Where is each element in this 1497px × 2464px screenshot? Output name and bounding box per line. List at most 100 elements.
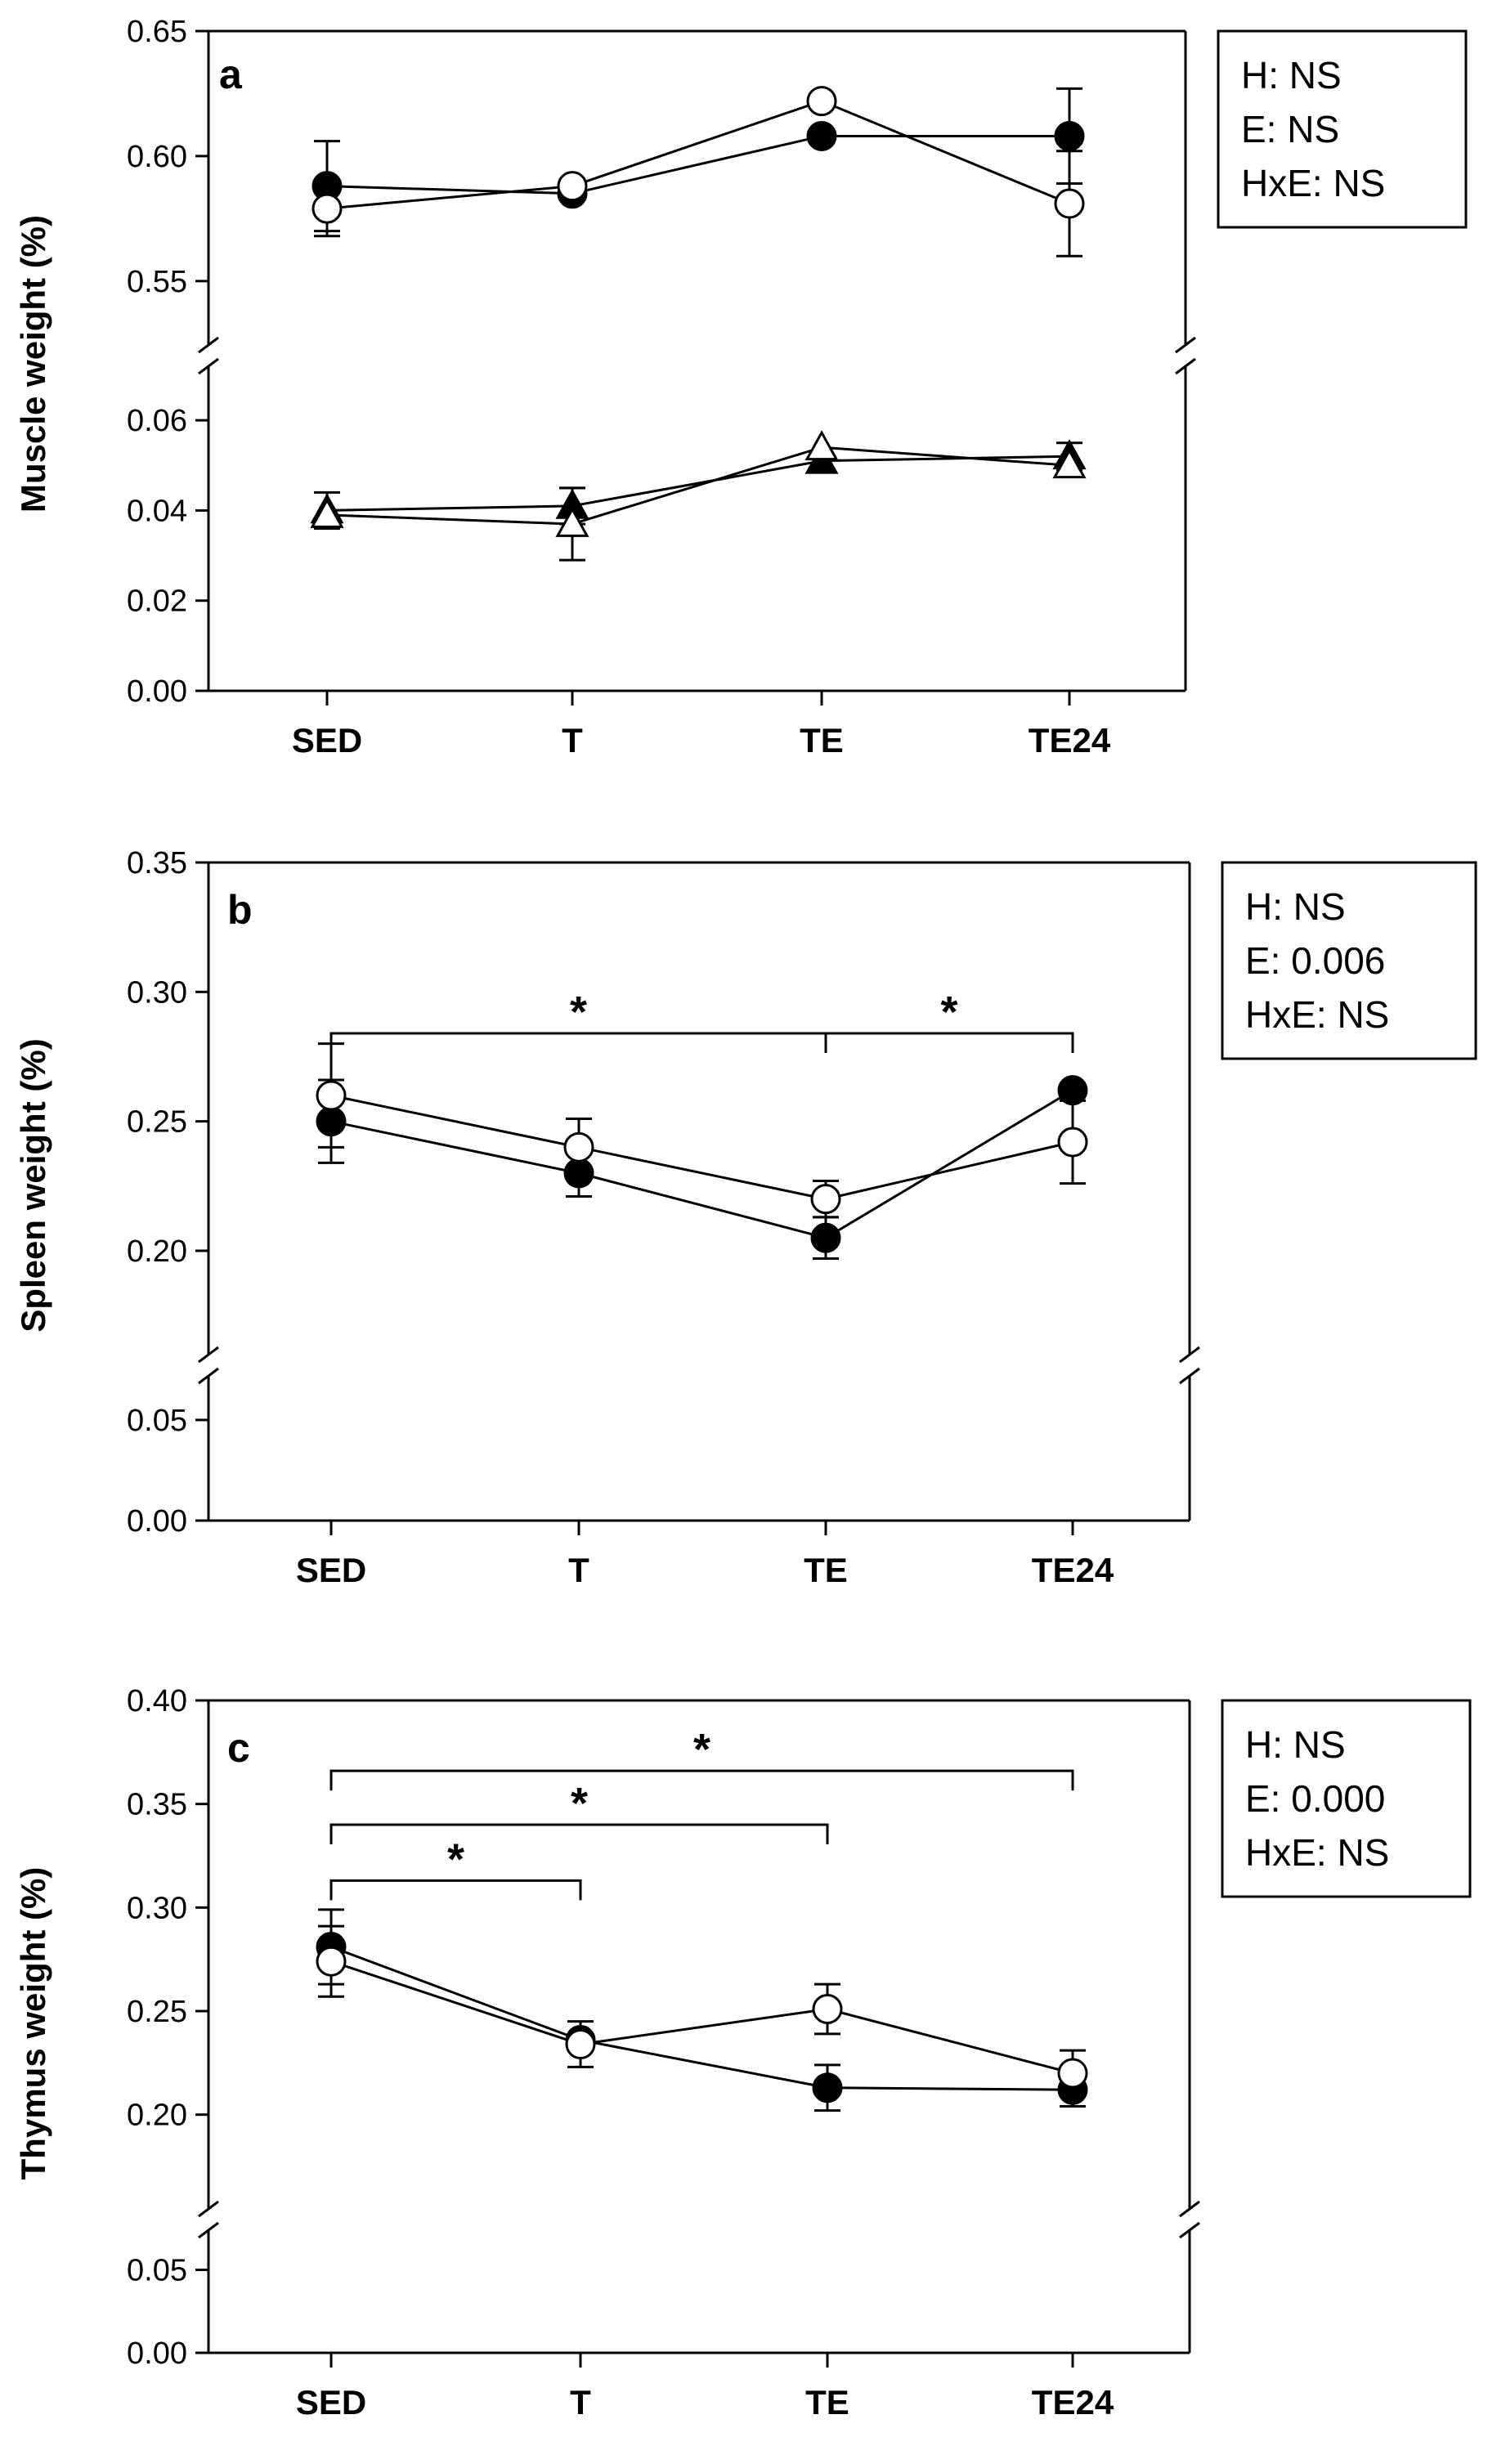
axis-break-mark: [1179, 1367, 1200, 1385]
y-tick-label: 0.04: [127, 494, 187, 528]
y-tick-label: 0.25: [127, 1105, 187, 1140]
point-open-circle: [312, 193, 343, 224]
point-open-circle: [563, 1131, 594, 1163]
point-open-circle: [557, 171, 588, 202]
significance-bracket: [329, 1823, 829, 1844]
x-tick-label: T: [562, 721, 583, 759]
stats-line: E: 0.000: [1245, 1777, 1385, 1820]
axis-break-mark: [198, 357, 219, 375]
panel-label: b: [227, 887, 253, 933]
series-line-filled-circle: [330, 1089, 1073, 1239]
significance-bracket: [329, 1769, 1074, 1791]
panel-b: 0.20 0.25 0.30 0.35 0.00 0.05 SED T TE TE24 Spleen…: [14, 846, 1477, 1589]
stats-line: H: NS: [1241, 54, 1342, 96]
significance-star: *: [571, 1779, 588, 1828]
series-line-open-triangle: [326, 446, 1070, 526]
point-filled-circle: [1057, 1075, 1088, 1106]
stats-box: [1221, 861, 1477, 1060]
axis-break-mark: [198, 336, 219, 354]
y-tick-label: 0.00: [127, 1504, 187, 1539]
stats-line: HxE: NS: [1241, 162, 1385, 204]
point-filled-circle: [563, 1158, 594, 1189]
significance-star: *: [447, 1835, 464, 1884]
y-tick-label: 0.05: [127, 2254, 187, 2288]
point-filled-circle: [806, 120, 837, 151]
y-tick-label: 0.35: [127, 1788, 187, 1822]
series-line-open-circle: [326, 100, 1070, 210]
point-open-circle: [565, 2029, 596, 2060]
y-tick-label: 0.02: [127, 585, 187, 619]
point-filled-circle: [316, 1106, 347, 1137]
x-tick-label: TE: [804, 1551, 848, 1589]
significance-star: *: [693, 1725, 710, 1774]
stats-box: [1221, 1699, 1472, 1898]
point-open-circle: [316, 1080, 347, 1111]
point-filled-circle: [1054, 120, 1085, 151]
axis-break-mark: [198, 2221, 219, 2239]
axis-break-mark: [1179, 2200, 1200, 2218]
y-tick-label: 0.65: [127, 15, 187, 49]
panel-c: 0.20 0.25 0.30 0.35 0.40 0.00 0.05 SED T TE TE24 Th…: [14, 1684, 1472, 2421]
panel-label: a: [219, 52, 243, 97]
y-tick-label: 0.05: [127, 1404, 187, 1438]
x-tick-label: TE: [800, 721, 844, 759]
x-tick-label: TE: [805, 2383, 849, 2421]
y-axis-label: Muscle weight (%): [14, 215, 52, 513]
point-open-triangle: [310, 497, 344, 528]
x-tick-label: SED: [296, 2383, 366, 2421]
axis-break-mark: [1179, 2221, 1200, 2239]
stats-line: H: NS: [1245, 1723, 1346, 1766]
stats-line: HxE: NS: [1245, 1831, 1389, 1874]
axis-break-mark: [1175, 357, 1196, 375]
significance-star: *: [570, 988, 587, 1037]
panel-label: c: [227, 1725, 250, 1771]
significance-star: *: [940, 988, 957, 1037]
stats-box: [1217, 29, 1468, 229]
stats-line: H: NS: [1245, 885, 1346, 928]
y-tick-label: 0.20: [127, 2099, 187, 2133]
series-line-filled-triangle: [326, 455, 1070, 512]
y-tick-label: 0.00: [127, 2336, 187, 2371]
y-tick-label: 0.30: [127, 975, 187, 1010]
x-tick-label: T: [570, 2383, 591, 2421]
axis-break-mark: [198, 1367, 219, 1385]
axis-break-mark: [198, 2200, 219, 2218]
point-open-circle: [1057, 1127, 1088, 1158]
axis-break-mark: [1175, 336, 1196, 354]
x-tick-label: SED: [296, 1551, 366, 1589]
y-tick-label: 0.35: [127, 846, 187, 880]
series-line-filled-circle: [330, 1946, 1073, 2091]
y-tick-label: 0.25: [127, 1995, 187, 2029]
y-tick-label: 0.30: [127, 1891, 187, 1925]
point-open-circle: [812, 1993, 843, 2024]
series-line-open-circle: [330, 1960, 1073, 2075]
x-tick-label: TE24: [1029, 721, 1111, 759]
y-tick-label: 0.00: [127, 674, 187, 709]
series-line-open-circle: [330, 1094, 1073, 1201]
y-tick-label: 0.06: [127, 404, 187, 438]
point-open-triangle: [805, 430, 839, 461]
axis-break-mark: [1179, 1346, 1200, 1364]
panel-a: 0.55 0.60 0.65 0.00 0.02 0.04 0.06 SED T TE TE24 Mu…: [14, 15, 1468, 759]
x-tick-label: TE24: [1032, 2383, 1114, 2421]
y-tick-label: 0.55: [127, 265, 187, 299]
point-open-circle: [810, 1184, 841, 1215]
y-axis-label: Spleen weight (%): [14, 1038, 52, 1332]
series-line-filled-circle: [326, 134, 1069, 195]
point-filled-circle: [810, 1222, 841, 1253]
point-open-circle: [316, 1946, 347, 1977]
y-axis-label: Thymus weight (%): [14, 1867, 52, 2180]
stats-line: HxE: NS: [1245, 993, 1389, 1036]
point-filled-circle: [812, 2072, 843, 2103]
y-tick-label: 0.40: [127, 1684, 187, 1718]
x-tick-label: SED: [292, 721, 362, 759]
point-open-circle: [806, 86, 837, 117]
significance-bracket: [824, 1032, 1074, 1053]
x-tick-label: T: [568, 1551, 589, 1589]
stats-line: E: 0.006: [1245, 939, 1385, 982]
point-open-triangle: [1052, 448, 1087, 479]
axis-break-mark: [198, 1346, 219, 1364]
y-tick-label: 0.20: [127, 1234, 187, 1269]
y-tick-label: 0.60: [127, 140, 187, 174]
